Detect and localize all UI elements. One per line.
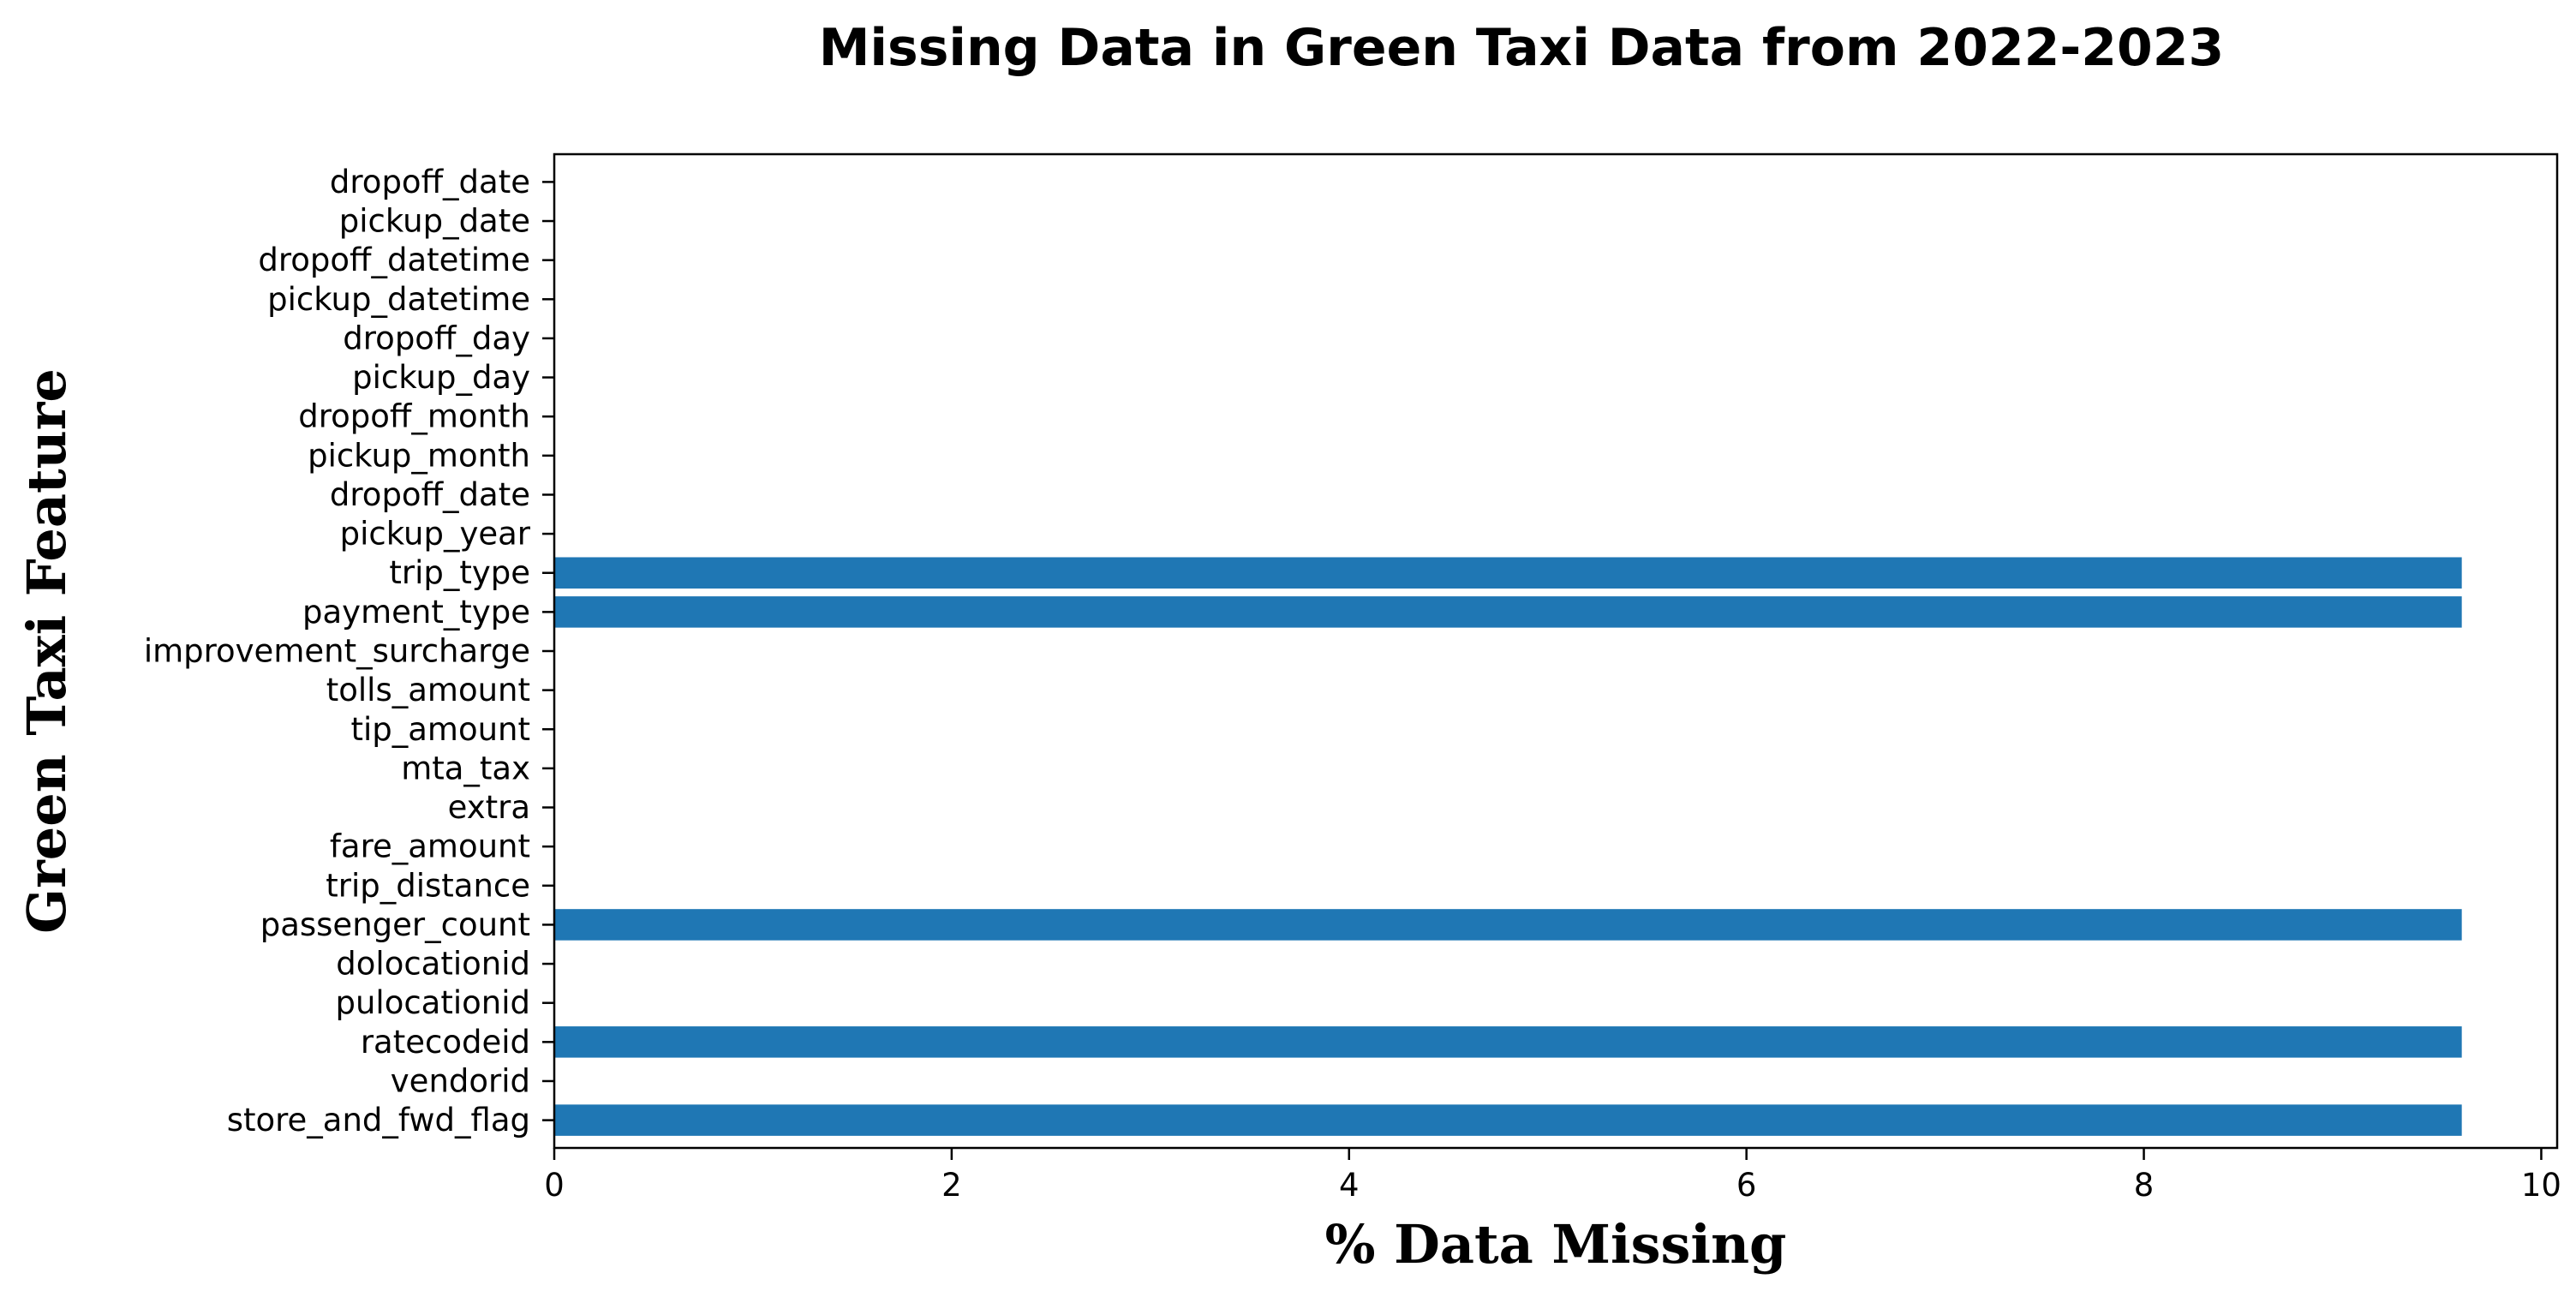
y-tick-label: dropoff_date [330, 476, 530, 513]
y-tick-label: pickup_day [352, 359, 530, 396]
x-tick-label: 8 [2134, 1167, 2155, 1204]
y-tick-label: tolls_amount [326, 672, 530, 708]
y-tick-label: extra [448, 789, 530, 826]
y-axis-ticks: store_and_fwd_flagvendoridratecodeidpulo… [144, 164, 554, 1139]
bar-trip-type [554, 557, 2462, 589]
x-tick-label: 10 [2521, 1167, 2561, 1204]
x-axis-ticks: 0 2 4 6 8 10 [544, 1148, 2561, 1204]
x-tick-label: 4 [1339, 1167, 1360, 1204]
y-tick-label: pickup_datetime [267, 281, 530, 318]
y-tick-label: dropoff_date [330, 164, 530, 200]
x-axis-label: % Data Missing [1325, 1213, 1787, 1276]
y-tick-label: improvement_surcharge [144, 633, 530, 670]
y-tick-label: pickup_date [339, 203, 530, 240]
y-tick-label: dolocationid [336, 946, 530, 983]
y-tick-label: dropoff_datetime [258, 242, 530, 278]
y-tick-label: store_and_fwd_flag [227, 1102, 530, 1139]
y-tick-label: vendorid [391, 1062, 530, 1099]
bar-store-and-fwd-flag [554, 1104, 2462, 1136]
chart-title: Missing Data in Green Taxi Data from 202… [819, 18, 2225, 78]
y-tick-label: dropoff_month [298, 398, 530, 435]
bar-ratecodeid [554, 1026, 2462, 1058]
bar-payment-type [554, 596, 2462, 628]
bar-passenger-count [554, 909, 2462, 941]
y-tick-label: dropoff_day [343, 320, 530, 356]
y-axis-label: Green Taxi Feature [15, 368, 78, 934]
x-tick-label: 0 [544, 1167, 565, 1204]
y-tick-label: tip_amount [350, 711, 530, 748]
y-tick-label: passenger_count [260, 906, 530, 943]
y-tick-label: pulocationid [335, 984, 530, 1021]
y-tick-label: pickup_month [308, 437, 530, 474]
x-tick-label: 6 [1736, 1167, 1757, 1204]
y-tick-label: payment_type [302, 594, 530, 631]
bars-group [554, 557, 2462, 1136]
plot-frame [553, 152, 2559, 1150]
y-tick-label: ratecodeid [361, 1024, 530, 1061]
y-tick-label: fare_amount [330, 828, 530, 865]
y-tick-label: mta_tax [401, 750, 530, 786]
y-tick-label: pickup_year [340, 516, 531, 553]
x-tick-label: 2 [941, 1167, 962, 1204]
y-tick-label: trip_type [389, 554, 530, 591]
y-tick-label: trip_distance [326, 867, 530, 904]
